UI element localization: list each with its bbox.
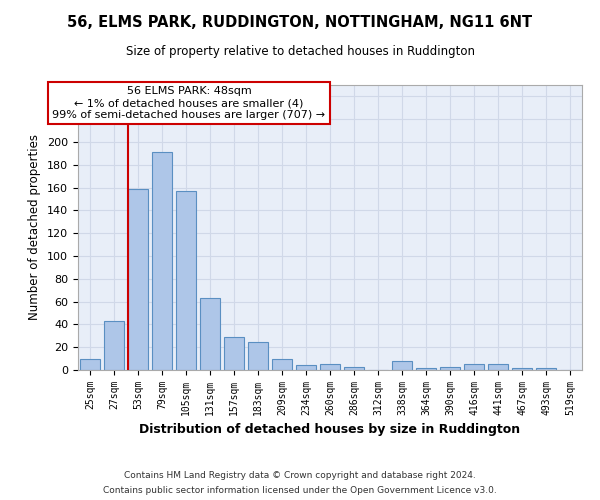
Bar	[128, 188, 148, 370]
Bar	[440, 366, 460, 370]
Bar	[320, 364, 340, 370]
Bar	[176, 191, 196, 370]
Bar	[200, 298, 220, 370]
X-axis label: Distribution of detached houses by size in Ruddington: Distribution of detached houses by size …	[139, 424, 521, 436]
Bar	[512, 368, 532, 370]
Bar	[224, 337, 244, 370]
Text: 56, ELMS PARK, RUDDINGTON, NOTTINGHAM, NG11 6NT: 56, ELMS PARK, RUDDINGTON, NOTTINGHAM, N…	[67, 15, 533, 30]
Text: 56 ELMS PARK: 48sqm
← 1% of detached houses are smaller (4)
99% of semi-detached: 56 ELMS PARK: 48sqm ← 1% of detached hou…	[52, 86, 325, 120]
Bar	[272, 358, 292, 370]
Bar	[536, 368, 556, 370]
Text: Contains HM Land Registry data © Crown copyright and database right 2024.: Contains HM Land Registry data © Crown c…	[124, 471, 476, 480]
Bar	[104, 321, 124, 370]
Bar	[152, 152, 172, 370]
Bar	[296, 366, 316, 370]
Text: Contains public sector information licensed under the Open Government Licence v3: Contains public sector information licen…	[103, 486, 497, 495]
Bar	[392, 361, 412, 370]
Bar	[344, 366, 364, 370]
Bar	[464, 364, 484, 370]
Bar	[80, 358, 100, 370]
Bar	[416, 368, 436, 370]
Y-axis label: Number of detached properties: Number of detached properties	[28, 134, 41, 320]
Bar	[488, 364, 508, 370]
Bar	[248, 342, 268, 370]
Text: Size of property relative to detached houses in Ruddington: Size of property relative to detached ho…	[125, 45, 475, 58]
